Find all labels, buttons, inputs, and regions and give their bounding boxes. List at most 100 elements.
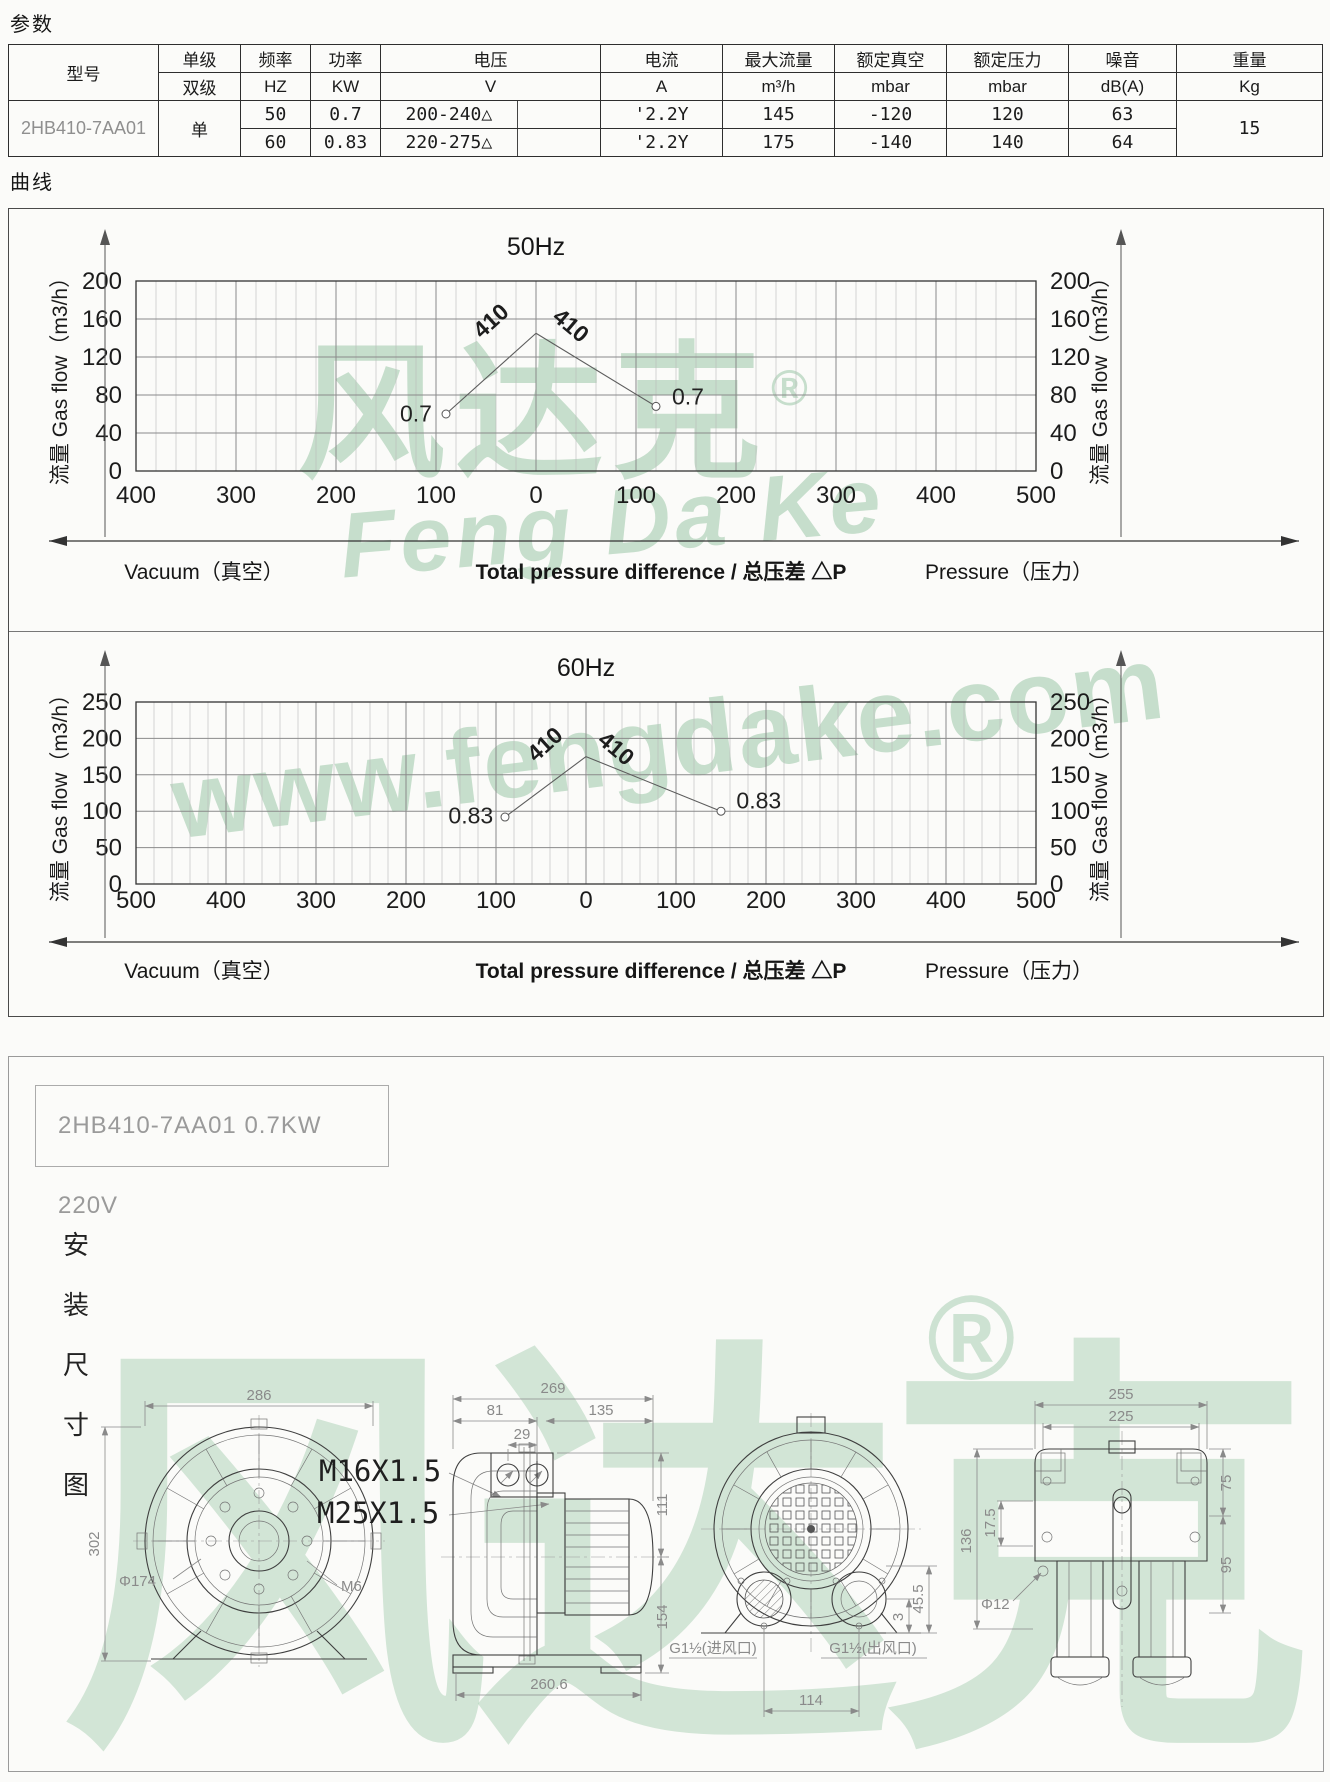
dim-impeller: Φ174 [119,1573,156,1590]
svg-text:100: 100 [416,482,456,509]
dim-front-width: 286 [246,1387,271,1404]
svg-text:410: 410 [593,726,639,771]
svg-text:300: 300 [816,482,856,509]
svg-text:500: 500 [1016,887,1056,914]
header-noise: 噪音 [1068,44,1177,73]
svg-text:50: 50 [1050,835,1077,862]
svg-text:60Hz: 60Hz [557,654,615,682]
svg-text:流量 Gas flow（m3/h）: 流量 Gas flow（m3/h） [1089,684,1112,902]
svg-text:300: 300 [836,887,876,914]
svg-text:80: 80 [1050,382,1077,409]
dim-top-w2: 225 [1108,1408,1133,1425]
svg-text:0: 0 [529,482,542,509]
front-view: 286 302 Φ174 M6 [86,1387,385,1667]
dim-side-seg1: 81 [487,1402,504,1419]
dim-side-base: 260.6 [530,1676,568,1693]
header-voltage: 电压 [380,44,601,73]
cell-voltage-50: 200-240△ [380,100,601,129]
side-label-char: 安 [62,1230,89,1260]
section-title-parameters: 参数 [10,14,54,36]
voltage-spacer [518,102,600,128]
dim-top-hole: Φ12 [981,1596,1010,1613]
unit-hz: HZ [240,72,311,101]
svg-text:200: 200 [82,268,122,295]
parameters-table: 型号 单级 频率 功率 电压 电流 最大流量 额定真空 额定压力 噪音 重量 双… [8,44,1323,157]
unit-kw: KW [310,72,381,101]
svg-text:0: 0 [109,871,122,898]
svg-text:40: 40 [1050,420,1077,447]
dim-m6: M6 [341,1578,362,1595]
svg-text:100: 100 [616,482,656,509]
dim-front-height: 302 [86,1531,103,1556]
svg-text:410: 410 [548,303,594,348]
cell-noise-50: 63 [1068,100,1177,129]
header-rated-pressure: 额定压力 [946,44,1069,73]
side-label-char: 尺 [62,1350,89,1380]
unit-dba: dB(A) [1068,72,1177,101]
side-view: 269 81 135 29 111 154 260.6 [441,1380,671,1701]
svg-text:500: 500 [1016,482,1056,509]
svg-text:500: 500 [116,887,156,914]
cell-current-50: '2.2Y [600,100,723,129]
cell-vacuum-50: -120 [834,100,947,129]
svg-text:Total pressure difference / 总压: Total pressure difference / 总压差 △P [476,560,847,584]
cell-noise-60: 64 [1068,128,1177,157]
side-label-char: 寸 [62,1410,89,1440]
header-stage-single: 单级 [158,44,241,73]
cell-hz-60: 60 [240,128,311,157]
svg-text:80: 80 [95,382,122,409]
svg-text:流量 Gas flow（m3/h）: 流量 Gas flow（m3/h） [1089,267,1112,485]
svg-text:100: 100 [656,887,696,914]
label-inlet: G1½(进风口) [669,1640,757,1657]
unit-mbar-pres: mbar [946,72,1069,101]
svg-text:200: 200 [82,725,122,752]
thread-label-m25: M25X1.5 [317,1496,439,1530]
svg-text:300: 300 [296,887,336,914]
cell-hz-50: 50 [240,100,311,129]
svg-text:410: 410 [522,722,568,767]
chart-panel-50hz: 风达克® Feng Da Ke 0 0 40 40 80 80 120 120 160 160 20… [9,209,1323,631]
cell-pressure-60: 140 [946,128,1069,157]
cell-kw-60: 0.83 [310,128,381,157]
side-label-char: 图 [62,1470,89,1500]
unit-a: A [600,72,723,101]
section-title-curves: 曲线 [10,172,54,194]
svg-text:410: 410 [468,298,514,343]
dim-side-total: 269 [540,1380,565,1397]
svg-text:40: 40 [95,420,122,447]
voltage-spacer [518,130,600,156]
svg-text:0: 0 [109,458,122,485]
label-outlet: G1½(出风口) [829,1640,917,1657]
svg-text:400: 400 [916,482,956,509]
side-label-char: 装 [62,1290,89,1320]
svg-text:Vacuum（真空）: Vacuum（真空） [124,960,283,983]
dim-top-l2: 17.5 [982,1508,999,1537]
svg-text:200: 200 [1050,268,1090,295]
dim-top-l1: 136 [958,1528,975,1553]
svg-text:100: 100 [476,887,516,914]
rear-view: G1½(进风口) G1½(出风口) 114 45.5 3 [669,1413,937,1717]
chart-50hz: 0 0 40 40 80 80 120 120 160 160 200 200 400 300 200 100… [49,229,1299,584]
cell-vacuum-60: -140 [834,128,947,157]
header-current: 电流 [600,44,723,73]
svg-text:400: 400 [926,887,966,914]
dim-top-w1: 255 [1108,1386,1133,1403]
header-max-flow: 最大流量 [722,44,835,73]
voltage-value: 220-275△ [382,129,518,156]
svg-text:120: 120 [1050,344,1090,371]
svg-text:200: 200 [1050,725,1090,752]
svg-text:Vacuum（真空）: Vacuum（真空） [124,561,283,584]
dim-side-offset: 29 [514,1426,531,1443]
cell-flow-60: 175 [722,128,835,157]
svg-text:200: 200 [316,482,356,509]
chart-60hz: 0 0 50 50 100 100 150 150 200 200 250 250 500 400 300 2… [49,650,1299,983]
svg-text:120: 120 [82,344,122,371]
chart-panel-60hz: www.fengdake.com 0 0 50 50 100 100 150 150 200 20… [9,632,1323,1016]
svg-text:160: 160 [82,306,122,333]
svg-text:160: 160 [1050,306,1090,333]
unit-m3h: m³/h [722,72,835,101]
svg-text:250: 250 [82,689,122,716]
svg-text:100: 100 [1050,798,1090,825]
svg-text:Pressure（压力）: Pressure（压力） [925,561,1093,584]
header-model: 型号 [8,44,159,101]
